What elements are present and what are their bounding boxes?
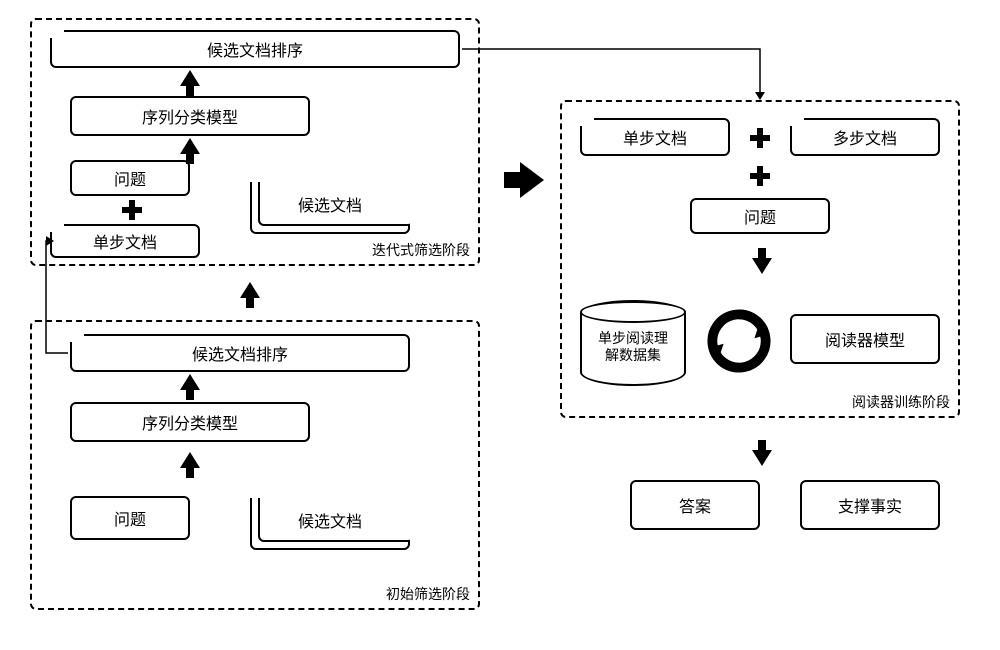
node-reader-question-label: 问题 [744, 204, 776, 228]
node-reader-dataset-label: 单步阅读理 解数据集 [598, 330, 668, 365]
node-iter-rank-label: 候选文档排序 [207, 37, 303, 61]
node-iter-cls-label: 序列分类模型 [142, 104, 238, 128]
node-iter-single-doc-label: 单步文档 [93, 229, 157, 253]
stage-iterative-label: 迭代式筛选阶段 [372, 240, 470, 260]
arrow-reader-q-down [752, 258, 772, 274]
node-answer-label: 答案 [679, 493, 711, 517]
node-init-cls: 序列分类模型 [70, 402, 310, 442]
stage-initial-label: 初始筛选阶段 [386, 584, 470, 604]
arrow-iter-cls-to-rank [180, 70, 200, 86]
node-support-label: 支撑事实 [838, 493, 902, 517]
node-init-question: 问题 [70, 496, 190, 540]
node-support: 支撑事实 [800, 480, 940, 530]
node-iter-question-label: 问题 [114, 166, 146, 190]
node-iter-rank: 候选文档排序 [50, 30, 460, 68]
node-iter-candidate-docs-label: 候选文档 [298, 192, 362, 216]
node-iter-candidate-docs: 候选文档 [250, 174, 410, 234]
node-reader-single-doc-label: 单步文档 [623, 125, 687, 149]
arrow-init-cls-to-rank [180, 374, 200, 390]
node-init-candidate-docs: 候选文档 [250, 490, 410, 550]
node-answer: 答案 [630, 480, 760, 530]
arrow-init-to-iter [240, 282, 260, 298]
node-iter-question: 问题 [70, 160, 190, 196]
node-reader-model: 阅读器模型 [790, 314, 940, 364]
arrow-init-to-cls [180, 452, 200, 468]
cycle-icon [704, 306, 774, 376]
node-reader-multi-doc: 多步文档 [790, 118, 940, 156]
node-init-question-label: 问题 [114, 506, 146, 530]
node-init-cls-label: 序列分类模型 [142, 410, 238, 434]
node-reader-dataset: 单步阅读理 解数据集 [580, 300, 686, 386]
stage-reader-label: 阅读器训练阶段 [852, 392, 950, 412]
node-iter-cls: 序列分类模型 [70, 96, 310, 136]
node-init-rank: 候选文档排序 [70, 334, 410, 372]
node-init-rank-label: 候选文档排序 [192, 341, 288, 365]
plus-reader-horiz [750, 128, 770, 148]
node-iter-single-doc: 单步文档 [50, 224, 200, 258]
arrow-reader-to-output [752, 450, 772, 466]
plus-iter [122, 200, 142, 220]
node-reader-question: 问题 [690, 198, 830, 234]
node-reader-single-doc: 单步文档 [580, 118, 730, 156]
arrow-iter-q-to-cls [180, 138, 200, 154]
node-init-candidate-docs-label: 候选文档 [298, 508, 362, 532]
node-reader-model-label: 阅读器模型 [825, 327, 905, 351]
arrow-iter-to-reader [520, 162, 544, 198]
node-reader-multi-doc-label: 多步文档 [833, 125, 897, 149]
plus-reader-vert [750, 166, 770, 186]
